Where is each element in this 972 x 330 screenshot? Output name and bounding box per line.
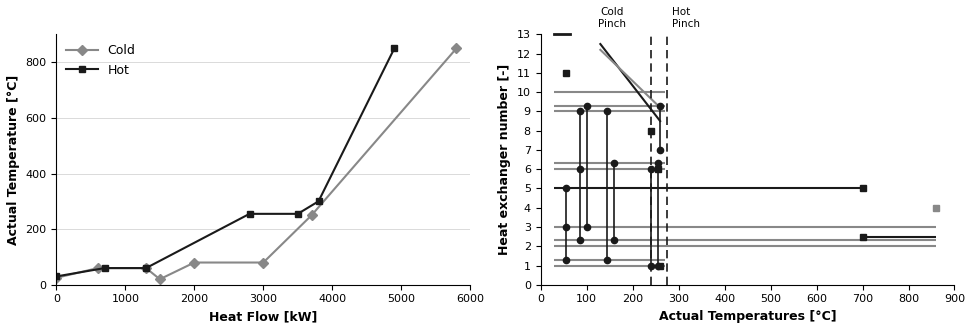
Hot xyxy=(140,266,152,270)
Y-axis label: Actual Temperature [°C]: Actual Temperature [°C] xyxy=(7,75,20,245)
Line: Hot: Hot xyxy=(52,45,398,280)
Cold xyxy=(258,261,269,265)
Text: Cold
Pinch: Cold Pinch xyxy=(598,7,626,29)
Cold xyxy=(51,276,62,280)
Hot xyxy=(313,199,325,203)
Hot xyxy=(292,212,303,216)
Cold xyxy=(140,266,152,270)
Text: Hot
Pinch: Hot Pinch xyxy=(672,7,700,29)
X-axis label: Heat Flow [kW]: Heat Flow [kW] xyxy=(209,310,318,323)
Legend: Cold, Hot: Cold, Hot xyxy=(62,41,139,81)
Cold xyxy=(306,213,318,217)
X-axis label: Actual Temperatures [°C]: Actual Temperatures [°C] xyxy=(659,310,836,323)
Cold xyxy=(92,266,104,270)
Cold xyxy=(451,46,463,50)
Hot xyxy=(51,275,62,279)
Cold xyxy=(154,277,165,281)
Line: Cold: Cold xyxy=(52,45,460,283)
Hot xyxy=(244,212,256,216)
Hot xyxy=(99,266,111,270)
Hot xyxy=(389,46,400,50)
Y-axis label: Heat exchanger number [-]: Heat exchanger number [-] xyxy=(499,64,511,255)
Cold xyxy=(189,261,200,265)
